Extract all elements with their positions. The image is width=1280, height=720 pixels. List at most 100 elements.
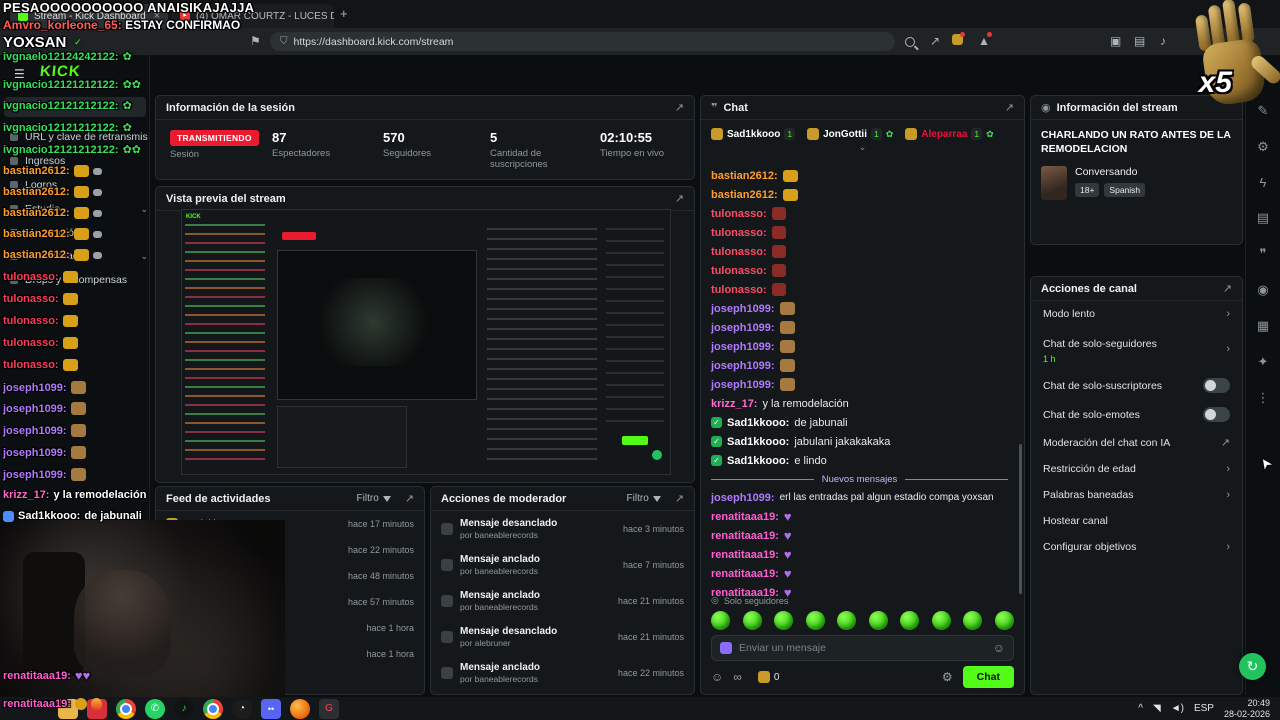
tools-icon[interactable]: ✦ — [1257, 354, 1269, 369]
mod-action-row[interactable]: Mensaje anclado por baneablerecords hace 2… — [431, 583, 694, 619]
settings-gear-icon[interactable]: ⚙ — [1257, 139, 1269, 154]
kick-emote[interactable] — [774, 611, 794, 630]
chat-message[interactable]: renatitaaa19: ♥ — [711, 509, 792, 524]
chat-messages[interactable]: bastian2612: bastian2612: tulonasso: tul… — [701, 164, 1018, 598]
bookmark-icon[interactable]: ⚑ — [250, 34, 261, 48]
toggle-off[interactable] — [1203, 378, 1230, 393]
kick-emote[interactable] — [868, 611, 888, 630]
discord-icon[interactable]: •• — [261, 698, 281, 719]
tab-close-icon[interactable]: × — [153, 10, 160, 22]
rewards-gift-icon[interactable] — [952, 32, 965, 49]
sidebar-item-achievements[interactable]: Logros — [10, 175, 148, 195]
tab-stack-icon[interactable]: ▣ — [1110, 34, 1122, 48]
language-indicator[interactable]: ESP — [1193, 703, 1214, 714]
action-age-restriction[interactable]: Restricción de edad › — [1043, 463, 1230, 475]
address-bar[interactable]: ⛉ https://dashboard.kick.com/stream — [270, 32, 895, 51]
sidebar-item-drops[interactable]: Drops y recompensas — [10, 270, 148, 290]
emoji-picker-icon[interactable]: ☺ — [992, 641, 1005, 655]
file-explorer-icon[interactable] — [58, 698, 78, 719]
chat-message[interactable]: krizz_17: y la remodelación — [711, 397, 849, 410]
site-security-icon[interactable]: ⛉ — [280, 36, 288, 47]
chat-message[interactable]: bastian2612: — [711, 166, 1008, 185]
mod-action-row[interactable]: Mensaje anclado por baneablerecords hace 2… — [431, 655, 694, 691]
kick-emote[interactable] — [931, 611, 951, 630]
media-icon[interactable]: ♪ — [1160, 34, 1166, 48]
sidebar-item-moderation[interactable]: Moderación — [10, 223, 148, 243]
action-configure-goals[interactable]: Configurar objetivos › — [1043, 541, 1230, 553]
spotify-icon[interactable]: ♪ — [174, 698, 194, 719]
whatsapp-icon[interactable]: ✆ — [145, 698, 165, 719]
chat-message[interactable]: joseph1099: erl las entradas pal algun es… — [711, 491, 994, 504]
chat-message[interactable]: tulonasso: — [711, 261, 1008, 280]
chat-message[interactable]: tulonasso: — [711, 204, 1008, 223]
chat-message[interactable]: joseph1099: — [711, 299, 1008, 318]
share-icon[interactable]: ↗ — [930, 34, 941, 48]
chat-message[interactable]: joseph1099: — [711, 337, 1008, 356]
kick-emote[interactable] — [994, 611, 1014, 630]
mod-action-row[interactable]: Mensaje desanclado por alebruner hace 21 m… — [431, 619, 694, 655]
chat-message[interactable]: tulonasso: — [711, 223, 1008, 242]
pinned-user[interactable]: Aleparraa 1 ✿ — [905, 128, 994, 140]
obs-icon[interactable]: ◔ — [232, 698, 252, 719]
chrome-icon[interactable] — [116, 698, 136, 719]
layout-grid-icon[interactable]: ▦ — [1256, 318, 1270, 333]
sidebar-item-active[interactable] — [4, 97, 146, 117]
floating-refresh-button[interactable]: ↻ — [1239, 653, 1266, 680]
chat-settings-gear-icon[interactable]: ⚙ — [941, 670, 953, 684]
chat-message[interactable]: renatitaaa19: ♥ — [711, 585, 792, 598]
chat-widget-icon[interactable]: ❞ — [1259, 246, 1267, 261]
chat-message[interactable]: bastian2612: — [711, 185, 1008, 204]
action-emotes-only[interactable]: Chat de solo-emotes — [1031, 400, 1242, 429]
pinned-user[interactable]: JonGottii 1 ✿ — [807, 128, 893, 140]
expand-icon[interactable]: ↗ — [1222, 283, 1232, 295]
pinned-user[interactable]: Sad1kkooo 1 — [711, 128, 796, 140]
action-followers-only[interactable]: Chat de solo-seguidores 1 h › — [1043, 338, 1230, 364]
expand-icon[interactable]: ↗ — [404, 493, 414, 505]
send-chat-button[interactable]: Chat — [962, 666, 1014, 688]
chat-scrollbar[interactable] — [1019, 444, 1022, 594]
tab-youtube[interactable]: ▸ (4) OMAR COURTZ - LUCES DE COLO × — [172, 4, 334, 28]
stream-preview-image[interactable]: KICK — [181, 209, 671, 475]
edit-icon[interactable]: ✎ — [1257, 103, 1269, 118]
clock[interactable]: 20:49 28-02-2026 — [1223, 697, 1270, 719]
filter-button[interactable]: Filtro — [357, 493, 391, 504]
expand-icon[interactable]: ↗ — [674, 493, 684, 505]
toggle-off[interactable] — [1203, 407, 1230, 422]
mod-action-row[interactable]: Mensaje anclado por baneablerecords hace 7… — [431, 547, 694, 583]
kick-logo[interactable]: KICK — [39, 63, 82, 80]
action-ai-moderation[interactable]: Moderación del chat con IA ↗ — [1043, 436, 1230, 450]
kick-emote[interactable] — [963, 611, 983, 630]
quick-actions-icon[interactable]: ϟ — [1259, 175, 1267, 190]
chat-message[interactable]: tulonasso: — [711, 242, 1008, 261]
user-mode-icon[interactable]: ☺ — [711, 670, 724, 684]
new-tab-button[interactable]: + — [340, 6, 348, 21]
link-mode-icon[interactable]: ∞ — [733, 670, 742, 684]
chat-message[interactable]: joseph1099: — [711, 318, 1008, 337]
volume-icon[interactable]: ◄) — [1170, 703, 1184, 714]
sidebar-item-stream-key[interactable]: URL y clave de retransmisión — [10, 127, 148, 147]
chat-message[interactable]: ✓ Sad1kkooo: de jabunali — [711, 413, 1008, 432]
chat-message[interactable]: renatitaaa19: ♥ — [711, 547, 792, 562]
gift-counter[interactable]: 0 — [757, 671, 779, 683]
kick-emote[interactable] — [837, 611, 857, 630]
identity-icon[interactable] — [720, 642, 732, 654]
sidebar-toggle-icon[interactable]: ▤ — [1134, 34, 1146, 48]
sidebar-item-income[interactable]: Ingresos — [10, 151, 148, 171]
category-name[interactable]: Conversando — [1075, 166, 1138, 179]
category-thumbnail[interactable] — [1041, 166, 1067, 201]
browser-icon[interactable] — [290, 698, 310, 719]
chat-message[interactable]: joseph1099: — [711, 375, 1008, 394]
chat-message[interactable]: joseph1099: — [711, 356, 1008, 375]
collapse-pinned-icon[interactable]: ⌄ — [858, 142, 867, 152]
sidebar-item-studio[interactable]: Estudio ⌄ — [10, 199, 148, 219]
action-host-channel[interactable]: Hostear canal — [1043, 515, 1108, 527]
game-launcher-icon[interactable]: G — [319, 698, 339, 719]
chat-message[interactable]: ✓ Sad1kkooo: jabulani jakakakaka — [711, 432, 1008, 451]
tab-kick-dashboard[interactable]: Stream - Kick Dashboard × — [10, 4, 168, 28]
kick-emote[interactable] — [711, 611, 730, 630]
antivirus-icon[interactable] — [87, 698, 107, 719]
broadcast-icon[interactable]: ◉ — [1257, 282, 1269, 297]
chat-message[interactable]: renatitaaa19: ♥ — [711, 566, 792, 581]
